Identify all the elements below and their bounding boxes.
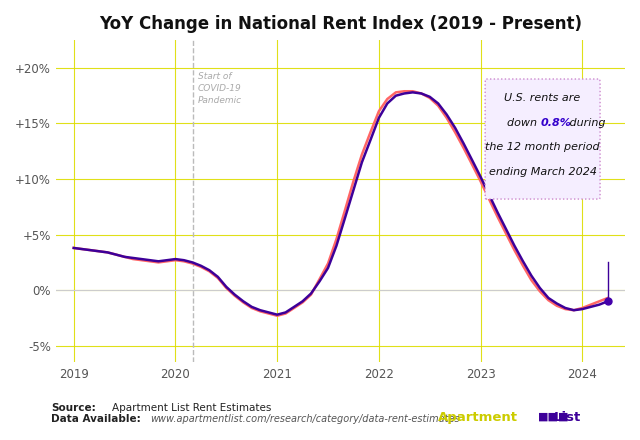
Text: 0.8%: 0.8% xyxy=(541,118,572,128)
Text: Source:: Source: xyxy=(51,403,96,414)
Text: List: List xyxy=(554,411,581,424)
FancyBboxPatch shape xyxy=(485,79,600,199)
Text: www.apartmentlist.com/research/category/data-rent-estimates: www.apartmentlist.com/research/category/… xyxy=(150,414,460,425)
Title: YoY Change in National Rent Index (2019 - Present): YoY Change in National Rent Index (2019 … xyxy=(99,15,582,33)
Text: down: down xyxy=(507,118,541,128)
Text: Data Available:: Data Available: xyxy=(51,414,141,425)
Text: ending March 2024: ending March 2024 xyxy=(488,167,596,177)
Text: Start of
COVID-19
Pandemic: Start of COVID-19 Pandemic xyxy=(198,72,242,105)
Text: ■■■: ■■■ xyxy=(538,412,569,422)
Text: the 12 month period: the 12 month period xyxy=(485,143,600,152)
Text: Apartment: Apartment xyxy=(438,411,518,424)
Text: during: during xyxy=(566,118,605,128)
Text: U.S. rents are: U.S. rents are xyxy=(504,93,580,103)
Text: Apartment List Rent Estimates: Apartment List Rent Estimates xyxy=(112,403,271,414)
